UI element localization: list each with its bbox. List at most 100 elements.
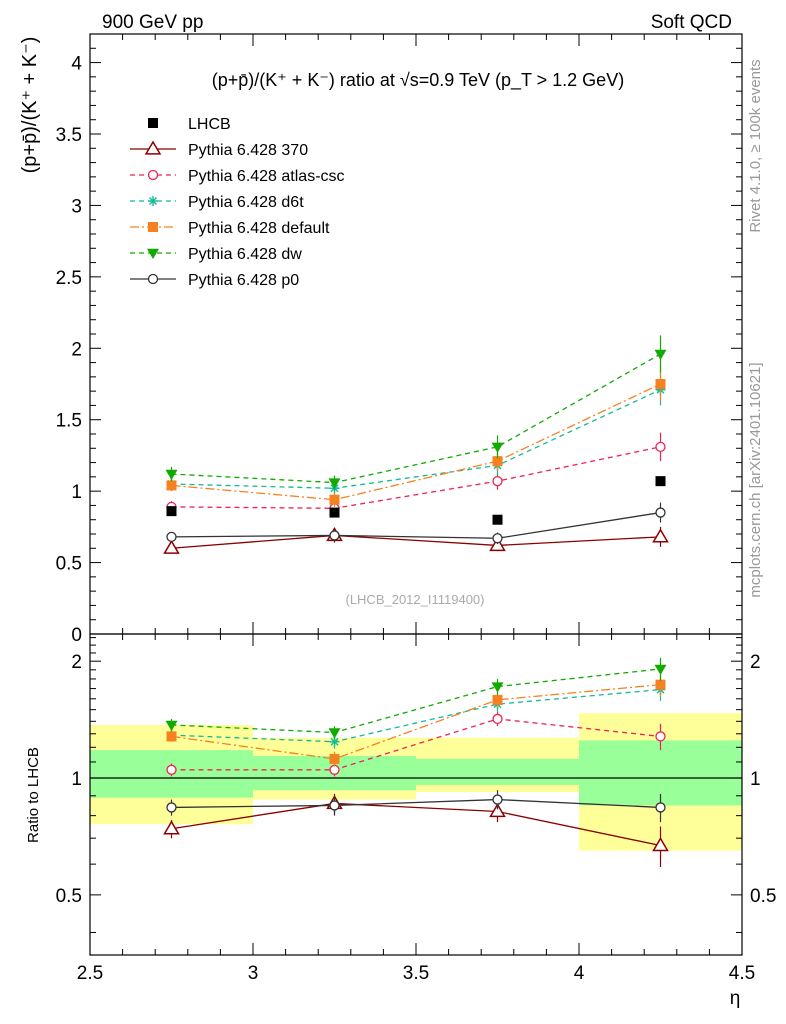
main-point-lhcb: [492, 514, 503, 525]
main-series: [163, 335, 669, 554]
ratio-point-5: [166, 802, 177, 813]
ratio-ytick-label: 2: [71, 652, 82, 673]
main-point-1: [655, 441, 666, 453]
ratio-ytick-label: 1: [71, 769, 82, 790]
ratio-line-4: [171, 668, 661, 734]
main-line-3: [171, 383, 661, 501]
main-title: (p+p̄)/(K⁺ + K⁻) ratio at √s=0.9 TeV (p_…: [212, 70, 624, 91]
main-ytick-label: 3: [71, 196, 82, 217]
legend-label-4: Pythia 6.428 dw: [188, 246, 302, 263]
ratio-ytick-label-right: 2: [750, 652, 761, 673]
ratio-point-1: [655, 731, 666, 742]
ratio-point-3: [492, 694, 503, 705]
ratio-point-3: [329, 753, 340, 764]
main-point-4: [491, 442, 504, 453]
main-point-3: [329, 494, 340, 505]
main-point-1: [492, 475, 503, 487]
ratio-point-5: [655, 802, 666, 813]
ratio-point-1: [329, 764, 340, 775]
ratio-point-0: [163, 820, 180, 835]
legend-marker-4: [147, 248, 159, 259]
ratio-point-1: [166, 764, 177, 775]
legend-marker-2: [148, 196, 158, 206]
ratio-point-0: [652, 837, 669, 852]
header-left: 900 GeV pp: [102, 12, 203, 33]
main-ytick-label: 2: [71, 339, 82, 360]
ratio-point-0: [489, 803, 506, 818]
ratio-ytick-label-right: 1: [750, 769, 761, 790]
legend-marker-5: [147, 273, 159, 285]
header-right: Soft QCD: [651, 12, 732, 33]
ratio-xtick-label: 3: [248, 963, 259, 984]
ratio-point-4: [328, 728, 341, 739]
legend-marker-1: [147, 169, 159, 181]
ratio-bands: [90, 713, 742, 851]
rivet-label: Rivet 4.1.0, ≥ 100k events: [747, 59, 764, 232]
ratio-xtick-label: 4.5: [729, 963, 755, 984]
ratio-point-3: [655, 679, 666, 690]
ratio-ylabel: Ratio to LHCB: [25, 747, 42, 843]
ratio-xtick-label: 3.5: [403, 963, 429, 984]
ratio-line-2: [171, 688, 661, 743]
legend-label-2: Pythia 6.428 d6t: [188, 194, 304, 211]
legend-label-0: Pythia 6.428 370: [188, 142, 308, 159]
ratio-line-5: [171, 798, 661, 809]
main-point-lhcb: [329, 507, 340, 518]
ratio-xtick-label: 4: [574, 963, 585, 984]
legend-marker-2-stroke: [149, 197, 157, 205]
legend-label-3: Pythia 6.428 default: [188, 220, 330, 237]
main-point-5: [329, 530, 340, 541]
main-point-5: [166, 531, 177, 543]
main-point-3: [166, 480, 177, 491]
ratio-xtick-label: 2.5: [77, 963, 103, 984]
main-ylabel: (p+p̄)/(K⁺ + K⁻): [19, 37, 41, 174]
main-ytick-label: 0: [71, 625, 82, 646]
main-line-0: [171, 534, 661, 549]
legend-marker-3: [148, 222, 158, 232]
main-point-4: [654, 349, 667, 360]
ratio-point-4: [165, 720, 178, 731]
main-line-4: [171, 353, 661, 484]
ratio-line-3: [171, 684, 661, 760]
main-point-5: [492, 533, 503, 544]
ratio-point-4: [654, 664, 667, 675]
main-point-3: [655, 379, 666, 389]
legend-label-5: Pythia 6.428 p0: [188, 272, 299, 289]
legend-marker-0: [144, 140, 162, 155]
ratio-point-4: [491, 682, 504, 693]
ratio-point-3: [166, 731, 177, 742]
ratio-xlabel: η: [730, 988, 741, 1009]
legend-label-lhcb: LHCB: [188, 116, 231, 133]
main-point-4: [328, 478, 341, 489]
main-point-4: [165, 469, 178, 480]
main-ytick-label: 1.5: [56, 411, 82, 432]
ratio-point-5: [492, 794, 503, 805]
ratio-point-1: [492, 713, 503, 725]
main-point-0: [489, 536, 506, 552]
ratio-series: [163, 657, 669, 867]
ratio-point-2-stroke: [330, 737, 339, 746]
legend: LHCB Pythia 6.428 370 Pythia 6.428 atlas-c…: [130, 116, 345, 289]
main-ytick-label: 3.5: [56, 125, 82, 146]
ratio-ytick-label-right: 0.5: [750, 886, 776, 907]
main-point-0: [163, 539, 180, 554]
watermark: (LHCB_2012_I1119400): [345, 592, 484, 607]
mcplots-label: mcplots.cern.ch [arXiv:2401.10621]: [747, 362, 764, 597]
main-line-1: [171, 446, 661, 509]
main-line-5: [171, 511, 661, 539]
legend-label-1: Pythia 6.428 atlas-csc: [188, 168, 345, 185]
ratio-line-1: [171, 718, 661, 771]
ratio-line-0: [171, 802, 661, 847]
axis-ticks: 0 0.5 1 1.5 2 2.5 3 3.5 4 2.5 3 3.5 4 4.5 0.5 0.5 1 1 2 2: [56, 33, 776, 984]
main-ytick-label: 2.5: [56, 268, 82, 289]
main-point-5: [655, 507, 666, 518]
main-ytick-label: 4: [71, 54, 82, 75]
main-point-lhcb: [166, 506, 177, 517]
main-point-lhcb: [655, 476, 666, 487]
main-line-2: [171, 389, 661, 489]
ratio-ytick-label: 0.5: [56, 886, 82, 907]
main-ytick-label: 1: [71, 482, 82, 503]
band-green-2: [416, 758, 579, 785]
main-point-3: [492, 456, 503, 467]
